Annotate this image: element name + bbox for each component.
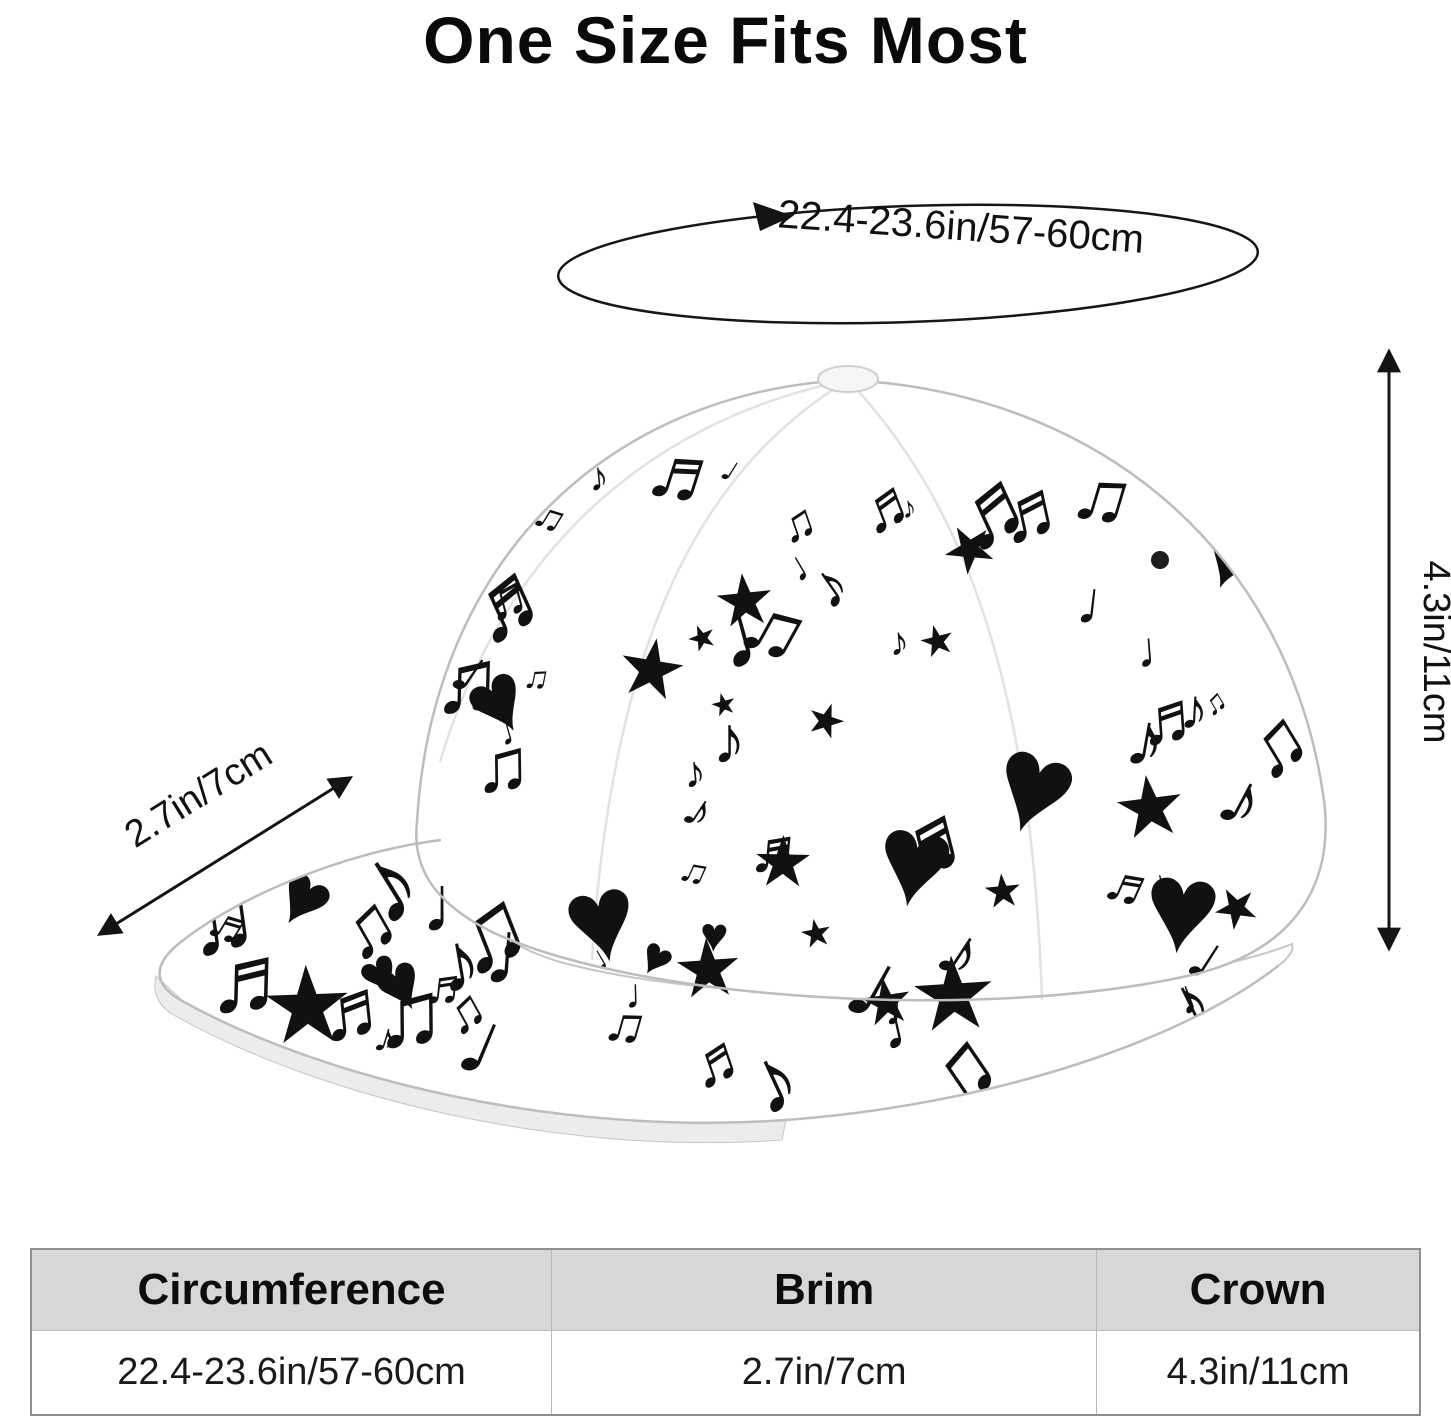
- pattern-glyph: ♩: [873, 979, 953, 1065]
- value-brim: 2.7in/7cm: [552, 1331, 1098, 1414]
- crown-height-annotation: 4.3in/11cm: [1377, 348, 1451, 952]
- value-circumference: 22.4-23.6in/57-60cm: [32, 1331, 553, 1414]
- circumference-label: 22.4-23.6in/57-60cm: [776, 192, 1145, 261]
- pattern-glyph: ♬: [989, 457, 1087, 562]
- pattern-glyph: ♥: [1135, 830, 1229, 984]
- pattern-glyph: ♪: [681, 747, 708, 798]
- pattern-glyph: ♫: [474, 723, 532, 809]
- pattern-glyph: ♩: [1134, 619, 1189, 679]
- pattern-glyph: ♪: [1176, 392, 1247, 478]
- circumference-annotation: 22.4-23.6in/57-60cm: [556, 192, 1260, 325]
- pattern-glyph: ♫: [374, 961, 446, 1068]
- pattern-glyph: ★: [460, 395, 546, 497]
- size-table-value-row: 22.4-23.6in/57-60cm 2.7in/7cm 4.3in/11cm: [32, 1331, 1419, 1414]
- brim-depth-arrow: [96, 776, 354, 936]
- circumference-ellipse: [556, 203, 1260, 325]
- pattern-glyph: ♩: [884, 983, 933, 1037]
- crown-height-label: 4.3in/11cm: [1415, 560, 1451, 743]
- pattern-glyph: ♬: [421, 955, 479, 1019]
- size-table: Circumference Brim Crown 22.4-23.6in/57-…: [30, 1248, 1421, 1416]
- pattern-glyph: ♬: [206, 923, 307, 1035]
- pattern-glyph: ♩: [1182, 399, 1229, 448]
- pattern-glyph: ♪: [899, 491, 919, 526]
- pattern-glyph: ♩: [421, 859, 502, 949]
- pattern-glyph: ♪: [712, 703, 746, 778]
- pattern-glyph: ♪: [887, 618, 911, 665]
- pattern-glyph: ♬: [1225, 388, 1291, 458]
- value-crown: 4.3in/11cm: [1166, 1351, 1350, 1393]
- pattern-glyph: ★: [980, 863, 1026, 919]
- pattern-glyph: ★: [751, 822, 815, 901]
- pattern-glyph: ♪: [1178, 677, 1210, 742]
- pattern-glyph: ♥: [1141, 425, 1203, 515]
- pattern-glyph: ★: [709, 559, 781, 644]
- pattern-glyph: ♬: [393, 366, 528, 509]
- pattern-glyph: ♬: [314, 958, 406, 1059]
- header-crown: Crown: [1189, 1265, 1327, 1314]
- pattern-glyph: ♬: [746, 811, 817, 889]
- hat-seams: [438, 378, 1044, 1001]
- size-table-header-row: Circumference Brim Crown: [32, 1250, 1419, 1331]
- pattern-glyph: ♥: [1185, 328, 1290, 470]
- page-title: One Size Fits Most: [423, 3, 1028, 77]
- pattern-glyph: ★: [669, 921, 747, 1016]
- pattern-glyph: ★: [1107, 755, 1193, 858]
- hat-crown-outline: [415, 378, 1327, 1002]
- pattern-glyph: ♩: [480, 899, 581, 1010]
- header-circumference: Circumference: [32, 1250, 553, 1330]
- pattern-glyph: ★: [796, 910, 837, 957]
- hat-illustration: ♪♪♪♬♩♪♥♬♩♫♫♫♥♫♬♪♪♩♫★♪♫♫★★★♬★♥♥♩♥♬♬★★♪★♬ ♪…: [96, 192, 1451, 1144]
- pattern-glyph: ★: [609, 619, 695, 720]
- pattern-glyph: ♩: [1073, 568, 1143, 644]
- circumference-arrow-icon: [753, 202, 793, 231]
- pattern-glyph: ♬: [438, 507, 485, 555]
- pattern-glyph: ★: [853, 963, 919, 1041]
- pattern-glyph: ♥: [698, 908, 730, 964]
- header-brim: Brim: [552, 1250, 1098, 1330]
- hat-eyelet: [1151, 551, 1169, 569]
- hat-top-button: [817, 365, 879, 393]
- pattern-glyph: ★: [905, 935, 1003, 1053]
- pattern-glyph: ♫: [179, 862, 263, 976]
- pattern-glyph: ♬: [1136, 675, 1215, 761]
